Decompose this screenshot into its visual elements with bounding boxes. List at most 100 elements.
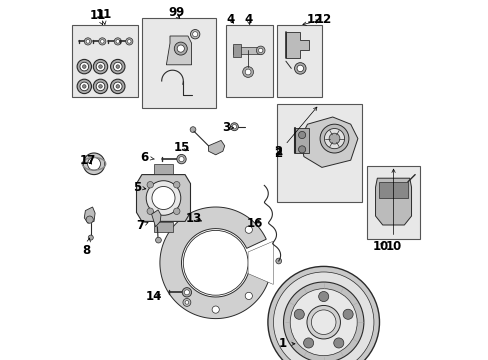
Text: 6: 6 xyxy=(140,151,154,164)
Text: 11: 11 xyxy=(89,9,105,24)
Circle shape xyxy=(82,85,86,88)
Circle shape xyxy=(88,235,93,240)
Circle shape xyxy=(113,82,122,91)
Circle shape xyxy=(86,40,89,43)
Circle shape xyxy=(212,306,219,313)
Circle shape xyxy=(273,272,373,360)
Circle shape xyxy=(303,338,313,348)
Circle shape xyxy=(173,208,180,215)
Circle shape xyxy=(99,65,102,68)
Circle shape xyxy=(324,129,344,149)
Text: 11: 11 xyxy=(95,8,111,24)
Text: 4: 4 xyxy=(244,13,252,26)
Circle shape xyxy=(177,45,184,52)
Text: 2: 2 xyxy=(274,145,282,158)
Circle shape xyxy=(116,40,120,43)
Circle shape xyxy=(146,181,181,215)
Circle shape xyxy=(296,65,303,72)
Circle shape xyxy=(242,67,253,77)
Circle shape xyxy=(99,38,106,45)
Circle shape xyxy=(113,62,122,71)
Bar xyxy=(366,166,419,239)
Polygon shape xyxy=(232,47,260,54)
Text: 10: 10 xyxy=(372,240,388,253)
Circle shape xyxy=(289,289,356,356)
Circle shape xyxy=(86,216,93,223)
Circle shape xyxy=(125,38,133,45)
Circle shape xyxy=(110,79,125,94)
Circle shape xyxy=(114,38,121,45)
Text: 16: 16 xyxy=(246,217,263,230)
Circle shape xyxy=(155,237,161,243)
Circle shape xyxy=(311,310,335,334)
Circle shape xyxy=(152,186,175,210)
Text: 7: 7 xyxy=(136,219,148,232)
Text: 4: 4 xyxy=(226,13,234,26)
Circle shape xyxy=(127,40,131,43)
Circle shape xyxy=(256,46,264,55)
Circle shape xyxy=(173,181,180,188)
Circle shape xyxy=(179,157,183,162)
Bar xyxy=(142,18,215,108)
Circle shape xyxy=(93,59,107,74)
Circle shape xyxy=(116,65,120,68)
Circle shape xyxy=(244,292,252,300)
Text: 17: 17 xyxy=(80,154,96,167)
Circle shape xyxy=(183,298,190,306)
Polygon shape xyxy=(300,117,357,167)
Circle shape xyxy=(258,48,263,53)
Circle shape xyxy=(328,133,339,144)
Text: 5: 5 xyxy=(133,181,145,194)
Bar xyxy=(72,25,138,97)
Polygon shape xyxy=(154,222,172,232)
Text: 3: 3 xyxy=(221,121,233,134)
Circle shape xyxy=(298,146,305,153)
Polygon shape xyxy=(294,128,309,153)
Polygon shape xyxy=(84,207,95,223)
Circle shape xyxy=(294,63,305,74)
Circle shape xyxy=(80,82,88,91)
Circle shape xyxy=(320,124,348,153)
Circle shape xyxy=(96,62,104,71)
Text: 2: 2 xyxy=(274,107,316,159)
Circle shape xyxy=(192,32,197,37)
Circle shape xyxy=(275,258,281,264)
Circle shape xyxy=(333,338,343,348)
Circle shape xyxy=(147,181,153,188)
Circle shape xyxy=(185,301,188,304)
Polygon shape xyxy=(208,140,224,155)
Circle shape xyxy=(177,154,186,164)
Bar xyxy=(276,104,361,202)
Circle shape xyxy=(298,131,305,139)
Circle shape xyxy=(244,69,250,75)
Text: 12: 12 xyxy=(305,13,322,26)
Text: 10: 10 xyxy=(385,169,401,253)
Polygon shape xyxy=(378,182,407,198)
Text: 9: 9 xyxy=(175,6,183,19)
Circle shape xyxy=(77,59,91,74)
Circle shape xyxy=(93,79,107,94)
Circle shape xyxy=(306,305,340,339)
Circle shape xyxy=(174,42,187,55)
Circle shape xyxy=(77,79,91,94)
Text: 8: 8 xyxy=(82,238,91,257)
Polygon shape xyxy=(247,241,273,284)
Text: 15: 15 xyxy=(173,141,189,154)
Circle shape xyxy=(116,85,120,88)
Polygon shape xyxy=(166,36,191,65)
Bar xyxy=(276,25,321,97)
Circle shape xyxy=(190,127,196,132)
Circle shape xyxy=(99,85,102,88)
Circle shape xyxy=(283,282,363,360)
Circle shape xyxy=(82,65,86,68)
Circle shape xyxy=(318,292,328,302)
Circle shape xyxy=(84,38,91,45)
Text: 12: 12 xyxy=(302,13,331,26)
Circle shape xyxy=(183,230,247,295)
Circle shape xyxy=(343,309,352,319)
Circle shape xyxy=(101,40,104,43)
Polygon shape xyxy=(375,178,411,225)
Circle shape xyxy=(83,153,104,175)
Circle shape xyxy=(184,290,189,295)
Circle shape xyxy=(182,288,191,297)
